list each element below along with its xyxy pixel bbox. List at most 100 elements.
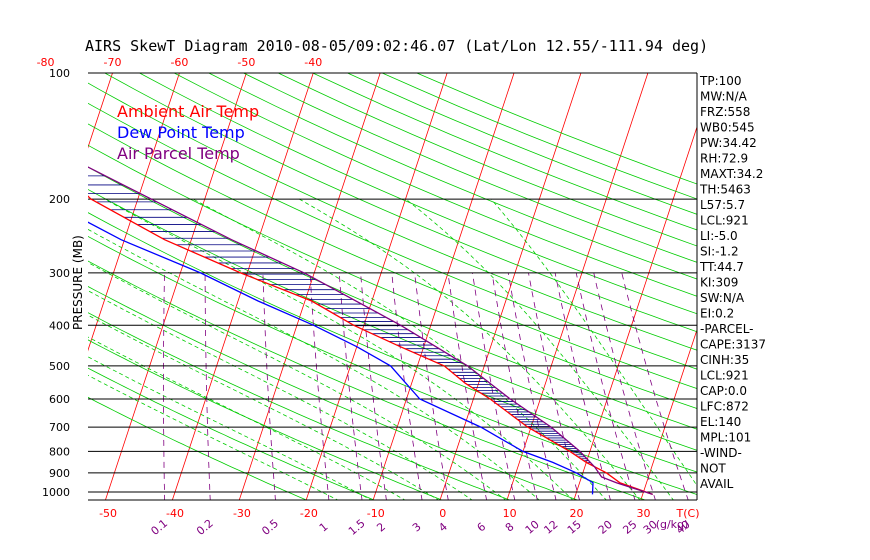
isotherm-line <box>305 73 448 500</box>
moist-adiabat-line <box>88 262 507 500</box>
index-entry: FRZ:558 <box>700 105 750 119</box>
legend-entry: Dew Point Temp <box>117 123 245 142</box>
dry-adiabat-line <box>88 286 579 500</box>
index-entry: LCL:921 <box>700 369 749 383</box>
dry-adiabat-line <box>416 73 697 185</box>
isotherm-line <box>105 73 247 500</box>
mixing-ratio-line <box>360 272 387 500</box>
index-entry: PW:34.42 <box>700 136 757 150</box>
dry-adiabat-line <box>88 82 697 351</box>
mixing-ratio-label: 8 <box>503 520 517 534</box>
dry-adiabat-line <box>88 396 308 500</box>
dry-adiabat-line <box>88 189 697 451</box>
isotherm-line <box>0 73 46 501</box>
isotherm-line <box>88 73 113 149</box>
index-entry: TT:44.7 <box>699 260 744 274</box>
pressure-tick-label: 700 <box>49 421 70 434</box>
y-axis-label: PRESSURE (MB) <box>71 235 85 330</box>
isotherm-line <box>439 73 582 500</box>
moist-adiabat-line <box>88 336 406 500</box>
dry-adiabat-line <box>208 73 697 280</box>
index-entry: RH:72.9 <box>700 152 748 166</box>
mixing-ratio-label: 12 <box>541 518 560 537</box>
mixing-ratio-label: 0.2 <box>194 517 216 538</box>
pressure-tick-label: 900 <box>49 467 70 480</box>
isotherm-line <box>774 73 870 501</box>
index-entry: SW:N/A <box>700 291 745 305</box>
mixing-ratio-label: 20 <box>596 518 615 537</box>
series-line <box>88 195 653 496</box>
mixing-ratio-line <box>472 272 516 500</box>
index-entry: KI:309 <box>700 276 738 290</box>
isotherm-line <box>640 328 697 500</box>
index-entry: TH:5463 <box>699 183 751 197</box>
dry-adiabat-line <box>88 367 376 500</box>
mixing-ratio-line <box>575 272 636 500</box>
dry-adiabat-line <box>174 73 697 297</box>
pressure-tick-label: 800 <box>49 445 70 458</box>
dry-adiabat-line <box>88 166 697 430</box>
legend-entry: Air Parcel Temp <box>117 144 240 163</box>
index-entry: EL:140 <box>700 415 741 429</box>
pressure-tick-label: 1000 <box>42 486 70 499</box>
isotherm-line <box>573 125 697 500</box>
mixing-ratio-line <box>621 272 689 500</box>
mixing-ratio-line <box>391 272 423 500</box>
mixing-ratio-label: 3 <box>410 520 424 534</box>
mixing-ratio-line <box>338 272 363 500</box>
index-entry: -PARCEL- <box>700 322 754 336</box>
index-entry: CINH:35 <box>700 353 749 367</box>
index-entry: CAPE:3137 <box>700 338 766 352</box>
dry-adiabat-line <box>88 123 697 390</box>
moist-adiabat-line <box>88 356 373 500</box>
dry-adiabat-line <box>139 73 697 315</box>
mixing-ratio-line <box>507 272 557 500</box>
dry-adiabat-line <box>312 73 697 231</box>
temp-tick-label-bottom: -20 <box>300 507 318 520</box>
temp-tick-label-bottom: 0 <box>439 507 446 520</box>
mixing-ratio-label: 4 <box>436 520 450 534</box>
temp-tick-label-top: -60 <box>170 56 188 69</box>
moist-adiabat-line <box>88 374 339 500</box>
dry-adiabat-line <box>104 73 697 333</box>
mixing-ratio-label: 1 <box>317 520 331 534</box>
mixing-ratio-line <box>528 272 580 500</box>
dry-adiabat-line <box>88 312 511 500</box>
dry-adiabat-line <box>88 102 697 370</box>
dry-adiabat-line <box>243 73 697 263</box>
dry-adiabat-line <box>88 260 647 500</box>
index-entry: WB0:545 <box>700 121 755 135</box>
dry-adiabat-line <box>88 144 697 409</box>
mixing-ratio-line <box>163 272 166 500</box>
moist-adiabat-line <box>104 198 574 500</box>
cape-hatch <box>88 175 593 465</box>
index-entry: NOT <box>700 462 726 476</box>
temp-tick-label-top: -70 <box>104 56 122 69</box>
moist-adiabat-line <box>88 228 540 500</box>
series-line <box>88 221 594 495</box>
mixing-ratio-label: 6 <box>475 520 489 534</box>
dry-adiabat-line <box>278 73 697 247</box>
legend: Ambient Air Temp Dew Point Temp Air Parcel… <box>117 102 259 163</box>
index-entry: MAXT:34.2 <box>700 167 763 181</box>
pressure-tick-label: 400 <box>49 319 70 332</box>
temp-tick-label-bottom: 20 <box>570 507 584 520</box>
legend-entry: Ambient Air Temp <box>117 102 259 121</box>
pressure-tick-label: 300 <box>49 267 70 280</box>
index-entry: MW:N/A <box>700 90 748 104</box>
temp-tick-label-bottom: -50 <box>99 507 117 520</box>
isobars <box>88 72 698 501</box>
pressure-tick-label: 100 <box>49 67 70 80</box>
index-entry: MPL:101 <box>700 431 751 445</box>
pressure-tick-label: 200 <box>49 193 70 206</box>
mixing-ratio-line <box>309 272 330 500</box>
mixing-ratio-label: 15 <box>565 518 584 537</box>
temp-tick-label-top: -80 <box>37 56 55 69</box>
mixing-ratio-line <box>414 272 449 500</box>
profile-lines <box>88 166 653 496</box>
isotherm-line <box>372 73 515 500</box>
mixing-ratio-line <box>447 272 488 500</box>
isotherm-line <box>506 73 649 500</box>
mixing-ratio-label: 2 <box>374 520 388 534</box>
